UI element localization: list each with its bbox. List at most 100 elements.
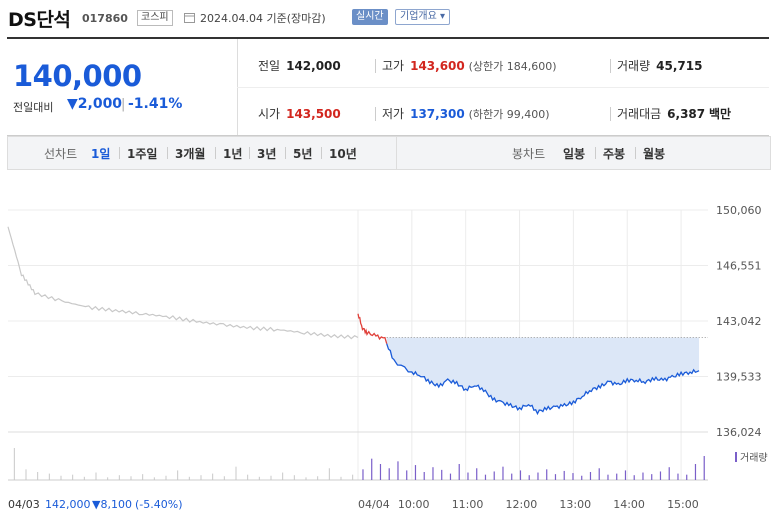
tab-1w[interactable]: 1주일 <box>127 147 158 161</box>
hover-info: 04/03 142,000 ▼8,100 (-5.40%) <box>8 498 183 511</box>
divider <box>635 147 636 159</box>
volume-bar <box>13 448 15 480</box>
y-tick-label: 146,551 <box>716 260 762 273</box>
open-label: 시가 <box>258 107 281 121</box>
realtime-button[interactable]: 실시간 <box>352 9 388 25</box>
volume-bar <box>293 475 295 480</box>
high-value: 143,600 <box>410 59 465 73</box>
stock-header: DS단석 017860 코스피 2024.04.04 기준(장마감) 실시간 기… <box>0 0 773 34</box>
tab-10y[interactable]: 10년 <box>329 147 357 161</box>
tabs-divider <box>396 137 397 169</box>
volume-bar <box>572 473 574 480</box>
volume-bar <box>153 477 155 480</box>
company-info-button[interactable]: 기업개요 ▾ <box>395 9 450 25</box>
volume-bar <box>371 458 373 480</box>
open-price: 시가 143,500 <box>258 105 341 122</box>
chart-tabs: 선차트 1일 1주일 3개월 1년 3년 5년 10년 봉차트 일봉 주봉 월봉 <box>7 136 771 170</box>
volume-bar <box>677 473 679 480</box>
volume-bar <box>537 472 539 480</box>
amount-value: 6,387 <box>667 107 706 121</box>
hover-price: 142,000 <box>45 498 91 511</box>
tab-5y[interactable]: 5년 <box>293 147 313 161</box>
amount-label: 거래대금 <box>617 107 662 121</box>
y-tick-label: 139,533 <box>716 371 762 384</box>
volume-bar <box>270 475 272 480</box>
volume-bar <box>642 472 644 480</box>
volume-bar <box>352 474 354 480</box>
volume-bar <box>467 472 469 480</box>
volume-bar <box>441 469 443 480</box>
volume-bar <box>659 471 662 480</box>
volume-bar <box>282 472 284 480</box>
volume-bar <box>130 476 132 480</box>
tab-weekly[interactable]: 주봉 <box>603 147 626 161</box>
volume-bar <box>118 475 120 480</box>
volume-bar <box>668 467 670 480</box>
volume-bar <box>317 476 319 480</box>
current-price: 140,000 <box>13 59 142 93</box>
divider <box>375 107 376 121</box>
volume-bar <box>379 464 382 480</box>
tab-1d[interactable]: 1일 <box>91 147 111 161</box>
divider <box>610 59 611 73</box>
x-tick-label: 11:00 <box>452 498 484 511</box>
price-line-0404-down <box>386 343 700 416</box>
y-tick-label: 143,042 <box>716 315 762 328</box>
divider <box>215 147 216 159</box>
tab-3y[interactable]: 3년 <box>257 147 277 161</box>
tab-1y[interactable]: 1년 <box>223 147 243 161</box>
volume-bar <box>397 461 399 480</box>
price-line-0403 <box>7 226 359 340</box>
hover-change: ▼8,100 <box>92 498 132 511</box>
high-price: 고가 143,600 (상한가 184,600) <box>382 57 557 74</box>
volume-bar <box>200 475 202 480</box>
divider <box>321 147 322 159</box>
volume-bar <box>414 465 417 480</box>
divider <box>610 107 611 121</box>
diff-label: 전일대비 <box>13 101 54 114</box>
volume-bar <box>432 467 434 480</box>
prev-close: 전일 142,000 <box>258 57 341 74</box>
volume-bar <box>449 473 452 480</box>
volume-bar <box>188 476 190 480</box>
y-tick-label: 136,024 <box>716 426 762 439</box>
volume-bar <box>247 474 249 480</box>
volume-bar <box>142 474 144 480</box>
volume-bar <box>554 474 557 480</box>
volume-bar <box>258 476 260 480</box>
date-text: 2024.04.04 기준(장마감) <box>200 12 326 25</box>
volume-bar <box>95 472 97 480</box>
volume-bar <box>423 472 425 480</box>
volume-bar <box>212 473 214 480</box>
volume-bar <box>484 474 487 480</box>
amount-unit: 백만 <box>708 107 732 121</box>
volume-legend: 거래량 <box>735 452 768 464</box>
volume-bar <box>48 473 50 480</box>
below-prev-close-area <box>386 337 700 414</box>
volume-bar <box>703 456 705 480</box>
tab-daily[interactable]: 일봉 <box>563 147 586 161</box>
upper-limit: (상한가 184,600) <box>468 60 557 73</box>
current-price-box: 140,000 전일대비 ▼2,000 | -1.41% <box>7 39 238 135</box>
stock-code: 017860 <box>82 12 128 25</box>
volume-bar <box>388 468 390 480</box>
volume-bar <box>235 466 237 480</box>
y-axis-ticks: 150,060 146,551 143,042 139,533 136,024 <box>716 204 762 439</box>
low-price: 저가 137,300 (하한가 99,400) <box>382 105 550 122</box>
calendar-icon <box>184 13 195 23</box>
tab-monthly[interactable]: 월봉 <box>643 147 666 161</box>
volume-bars <box>13 448 705 480</box>
divider <box>595 147 596 159</box>
tab-3m[interactable]: 3개월 <box>175 147 206 161</box>
volume-bar <box>563 470 565 480</box>
volume-bar <box>519 470 522 480</box>
row-divider <box>237 87 769 88</box>
volume-legend-swatch <box>735 452 737 462</box>
volume-bar <box>165 475 167 480</box>
volume-bar <box>223 476 225 480</box>
open-value: 143,500 <box>286 107 341 121</box>
volume-bar <box>624 470 627 480</box>
candle-chart-label: 봉차트 <box>512 147 546 161</box>
volume-bar <box>37 472 39 480</box>
volume-bar <box>607 474 609 480</box>
